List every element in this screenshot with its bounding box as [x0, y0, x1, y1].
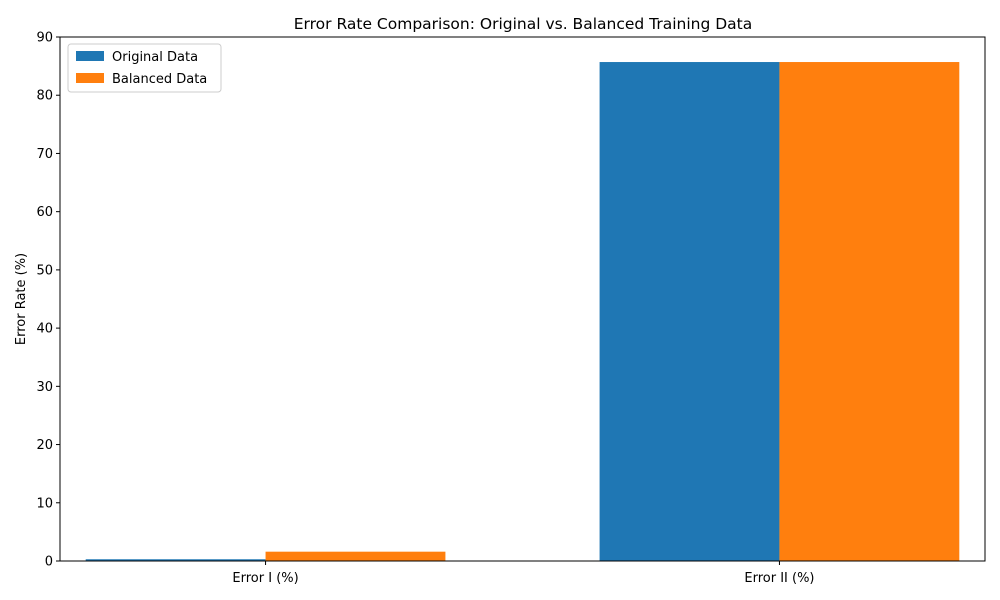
bar-error-i-series-1 — [85, 559, 266, 561]
y-tick-label: 0 — [45, 555, 53, 570]
legend-label: Balanced Data — [112, 72, 207, 87]
plot-frame — [59, 36, 986, 562]
bar-error-i-series-2 — [265, 551, 446, 561]
x-tick-label: Error II (%) — [744, 571, 814, 586]
y-tick-label: 40 — [36, 322, 53, 337]
y-tick-label: 10 — [36, 496, 53, 511]
legend-swatch — [76, 51, 104, 61]
y-tick-label: 60 — [36, 205, 53, 220]
bar-error-ii-series-1 — [599, 62, 780, 562]
y-tick-label: 90 — [36, 31, 53, 46]
y-tick-label: 50 — [36, 263, 53, 278]
y-axis-label: Error Rate (%) — [14, 253, 29, 345]
legend-label: Original Data — [112, 50, 198, 65]
y-tick-label: 20 — [36, 438, 53, 453]
legend-box — [67, 43, 222, 93]
bar-error-ii-series-2 — [779, 62, 960, 562]
y-tick-label: 70 — [36, 147, 53, 162]
y-tick-label: 30 — [36, 380, 53, 395]
chart-title: Error Rate Comparison: Original vs. Bala… — [294, 15, 753, 33]
legend: Original Data Balanced Data — [67, 43, 222, 93]
bars-layer — [85, 62, 960, 562]
y-tick-label: 80 — [36, 89, 53, 104]
axes-layer: 0 10 20 30 40 50 60 70 80 90 Error I (%) Error II (… — [36, 31, 986, 586]
x-tick-label: Error I (%) — [232, 571, 298, 586]
legend-swatch — [76, 73, 104, 83]
